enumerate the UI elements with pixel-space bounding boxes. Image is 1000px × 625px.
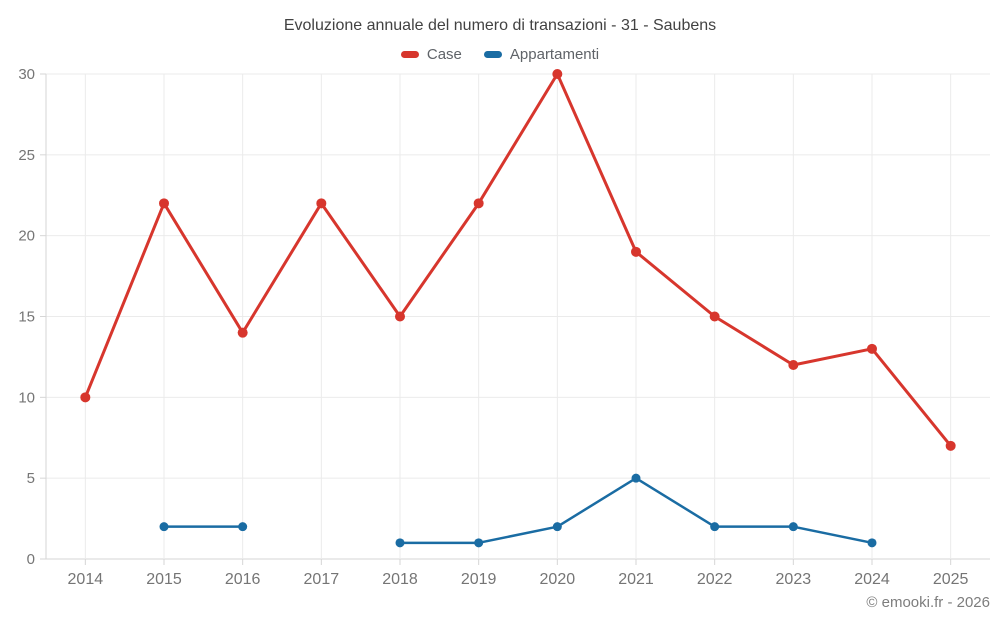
data-point-appartamenti-2016[interactable] [238,522,248,532]
x-tick-label: 2017 [304,571,340,588]
x-tick-label: 2024 [854,571,890,588]
data-point-case-2016[interactable] [237,327,248,338]
data-point-case-2024[interactable] [867,343,877,354]
x-tick-label: 2019 [461,571,497,588]
data-point-appartamenti-2024[interactable] [867,538,877,548]
series-line-case [83,72,953,448]
x-tick-label: 2023 [776,571,812,588]
x-tick-label: 2018 [382,571,418,588]
x-tick-label: 2015 [146,571,182,588]
y-tick-label: 0 [27,551,35,568]
legend-swatch-appartamenti-icon [483,51,502,58]
data-point-case-2020[interactable] [552,69,563,79]
y-tick-label: 25 [18,147,35,164]
data-point-case-2023[interactable] [788,360,799,370]
data-point-case-2025[interactable] [945,440,956,451]
x-tick-label: 2016 [225,571,261,588]
data-point-appartamenti-2021[interactable] [631,473,641,483]
data-point-appartamenti-2019[interactable] [474,538,484,548]
y-tick-label: 10 [18,389,35,406]
y-tick-label: 15 [18,309,35,326]
data-point-appartamenti-2022[interactable] [710,522,720,532]
x-tick-label: 2014 [68,571,104,588]
data-point-case-2021[interactable] [631,246,641,257]
legend-label-appartamenti: Appartamenti [509,46,600,63]
y-tick-label: 5 [27,470,35,487]
chart-title: Evoluzione annuale del numero di transaz… [283,17,717,34]
data-point-appartamenti-2018[interactable] [395,538,405,548]
legend-label-case: Case [426,46,462,63]
x-tick-label: 2021 [618,571,654,588]
copyright-text: © emooki.fr - 2026 [866,594,990,611]
x-tick-label: 2022 [697,571,733,588]
y-tick-label: 30 [18,66,35,83]
x-tick-label: 2025 [933,571,969,588]
data-point-case-2022[interactable] [709,311,720,322]
y-tick-label: 20 [18,228,35,245]
legend-swatch-case-icon [400,51,419,58]
data-point-case-2015[interactable] [159,198,169,209]
legend: Case Appartamenti [0,46,1000,63]
data-point-appartamenti-2023[interactable] [788,522,798,532]
data-point-appartamenti-2015[interactable] [159,522,169,532]
data-point-case-2014[interactable] [80,392,91,403]
legend-item-case[interactable]: Case [400,46,462,63]
legend-item-appartamenti[interactable]: Appartamenti [483,46,600,63]
x-tick-label: 2020 [540,571,576,588]
data-point-case-2019[interactable] [473,198,484,209]
data-point-case-2017[interactable] [316,198,327,209]
data-point-appartamenti-2020[interactable] [552,522,562,532]
data-point-case-2018[interactable] [395,311,405,322]
